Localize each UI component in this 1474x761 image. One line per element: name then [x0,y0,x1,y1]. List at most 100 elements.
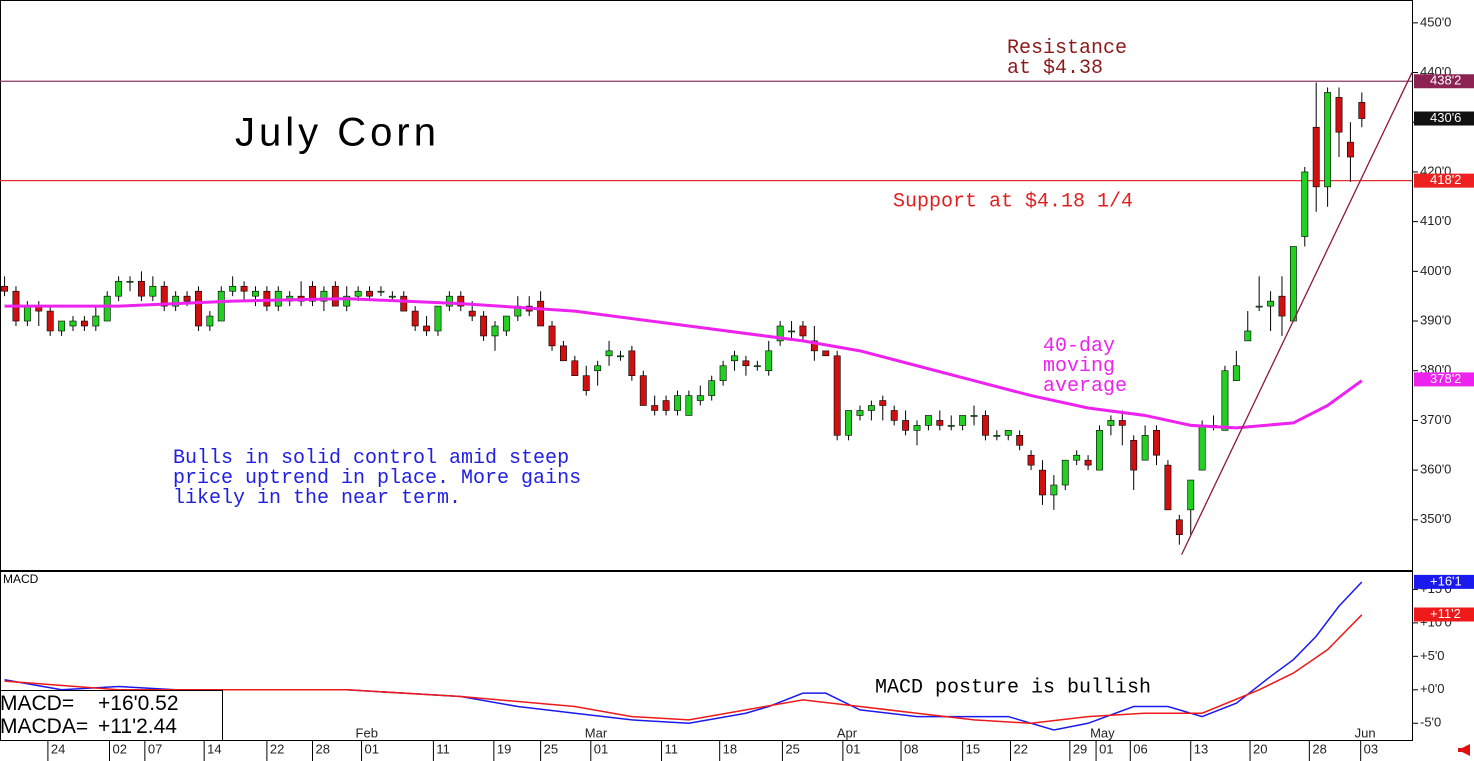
support-note: Support at $4.18 1/4 [893,190,1133,213]
candle-body [1346,141,1354,158]
candle-body [58,320,66,332]
candle-body [628,350,636,376]
candle-body [1118,420,1126,426]
candle-body [788,330,795,333]
y-tick-label: 410'0 [1420,213,1451,228]
candle-body [411,310,419,327]
candle-body [103,295,111,322]
candle-body [195,290,202,327]
candle-body [1289,246,1297,322]
x-tick-label: 22 [1014,741,1028,756]
value-tag [1414,574,1474,589]
candle-body [1278,295,1286,317]
candle-body [229,285,237,292]
readout-value: +16'0.52 [98,692,179,715]
candle-body [1335,97,1343,133]
candle-body [160,285,168,307]
candle-body [1267,300,1275,307]
readout-label: MACD= [0,692,74,715]
x-tick-label: 08 [904,741,918,756]
candle-body [137,280,145,297]
x-tick-label: 15 [966,741,980,756]
ma-note: 40-day moving average [1043,335,1127,398]
x-tick-label: 29 [1073,741,1087,756]
candle-body [1096,430,1103,471]
candle-body [1175,519,1183,536]
candle-body [799,325,807,337]
value-tag-label: 418'2 [1430,172,1461,187]
candle-body [959,415,967,426]
candle-body [1004,430,1012,436]
candle-body [331,285,339,307]
candle-body [1050,484,1058,496]
value-tag-label: +16'1 [1430,573,1462,588]
candle-body [1153,430,1160,456]
candle-body [902,420,910,431]
scroll-arrow-tail[interactable] [1458,748,1470,752]
candle-body [502,315,510,332]
candle-body [617,355,624,358]
candle-body [1107,420,1115,426]
candle-body [559,345,567,362]
y-tick-label: +0'0 [1420,681,1445,696]
y-tick-label: +5'0 [1420,648,1445,663]
candle-body [936,420,944,426]
candle-body [856,410,864,416]
candle-body [742,360,750,367]
candle-body [46,310,54,332]
x-tick-label: 01 [365,741,379,756]
x-tick-label: 11 [436,741,450,756]
macd-line [4,614,1363,725]
candle-body [1358,102,1366,119]
candle-body [605,350,613,357]
candle-body [388,295,396,298]
candle-body [1232,365,1240,381]
readout: MACD= +16'0.52 MACDA= +11'2.44 [0,692,184,738]
candle-body [662,400,670,411]
candle-body [879,400,887,406]
x-tick-label: 24 [51,741,65,756]
y-tick-label: 390'0 [1420,312,1451,327]
candle-body [674,395,681,411]
x-tick-label: 14 [207,741,221,756]
candle-body [400,295,408,312]
candle-body [1198,425,1206,471]
note-line: Bulls in solid control amid steep [173,447,569,470]
candle-body [1141,435,1149,461]
macd-note: MACD posture is bullish [875,676,1151,699]
x-tick-label: 19 [497,741,511,756]
candle-body [172,295,180,307]
candle-body [685,395,693,416]
x-tick-label: 02 [112,741,126,756]
candle-body [651,405,659,411]
x-tick-label: 20 [1253,741,1267,756]
candle-body [719,365,727,381]
month-label: Feb [356,725,378,740]
month-label: May [1090,725,1115,740]
candle-body [126,280,134,283]
note-line: moving [1043,355,1115,378]
candle-body [23,305,31,322]
x-tick-label: 01 [1099,741,1113,756]
value-tag-label: 438'2 [1430,73,1461,88]
candle-body [1221,370,1229,431]
x-tick-label: 01 [846,741,860,756]
candle-body [423,325,431,332]
macd-title: MACD [3,572,39,586]
value-tag-label: 378'2 [1430,371,1461,386]
candle-body [993,435,1001,437]
chart-title: July Corn [235,111,440,155]
candle-body [252,290,259,297]
candle-body [845,410,853,436]
candle-body [1301,171,1309,237]
resistance-note: Resistance at $4.38 [1007,37,1139,80]
candle-body [366,290,373,297]
readout-value: +11'2.44 [98,715,177,738]
candle-body [1164,464,1172,511]
value-tag [1414,173,1474,188]
x-tick-label: 01 [594,741,608,756]
candle-body [548,325,556,347]
candle-body [309,285,316,302]
value-tag-label: 430'6 [1430,110,1461,125]
candle-body [343,295,351,307]
